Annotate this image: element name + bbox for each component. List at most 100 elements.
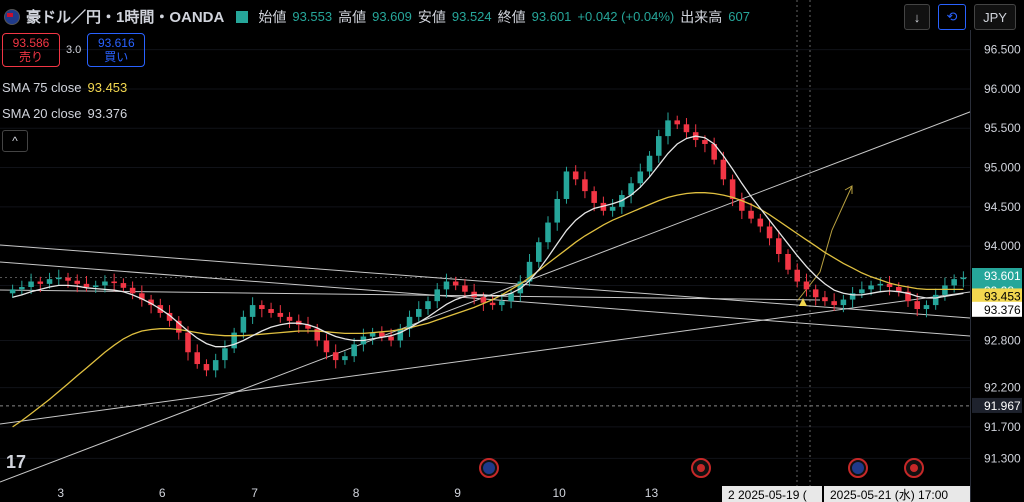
- candle-body: [194, 352, 200, 365]
- candle-body: [942, 285, 948, 295]
- candle-body: [757, 218, 764, 227]
- date-label-right: 2025-05-21 (水) 17:00: [830, 488, 948, 502]
- candle-body: [896, 287, 902, 292]
- candle-body: [176, 320, 182, 333]
- y-tick-label: 94.000: [984, 239, 1021, 253]
- sma75-legend[interactable]: SMA 75 close 93.453: [2, 80, 127, 95]
- sma75-badge-text: 93.453: [984, 289, 1021, 303]
- candle-body: [416, 309, 422, 317]
- candle-body: [628, 183, 634, 196]
- candle-body: [212, 360, 219, 371]
- high-value: 93.609: [372, 9, 412, 24]
- candle-body: [28, 281, 34, 288]
- sma20-value: 93.376: [87, 106, 128, 121]
- candle-body: [960, 277, 967, 280]
- candle-body: [259, 305, 265, 310]
- currency-button[interactable]: JPY: [974, 4, 1016, 30]
- candle-body: [369, 332, 376, 337]
- date-label-left: 2 2025-05-19 (: [728, 488, 807, 502]
- candle-body: [776, 238, 782, 254]
- sma75-label: SMA 75 close: [2, 80, 82, 95]
- candle-body: [434, 289, 440, 302]
- candle-body: [702, 140, 708, 144]
- candle-body: [268, 309, 274, 313]
- market-status-icon: [236, 10, 249, 23]
- y-tick-label: 92.800: [984, 333, 1021, 347]
- candle-body: [231, 332, 237, 349]
- collapse-legend-button[interactable]: ^: [2, 130, 28, 152]
- arrow-down-icon[interactable]: ↓: [904, 4, 930, 30]
- close-label: 終値: [497, 8, 526, 25]
- trend-line: [0, 244, 971, 319]
- candle-body: [831, 301, 837, 306]
- refresh-icon[interactable]: ⟲: [938, 4, 966, 30]
- candle-body: [185, 332, 191, 353]
- candle-body: [563, 171, 570, 199]
- trend-line: [0, 291, 971, 425]
- x-tick-label: 6: [159, 486, 166, 500]
- candle-body: [120, 283, 127, 288]
- candle-body: [56, 277, 62, 280]
- candle-body: [932, 294, 939, 306]
- candle-body: [812, 289, 819, 298]
- sell-button[interactable]: 93.586 売り: [2, 33, 60, 67]
- x-tick-label: 9: [454, 486, 461, 500]
- candle-body: [166, 312, 173, 321]
- event-marker-core: [697, 464, 705, 472]
- x-tick-label: 10: [552, 486, 566, 500]
- sma75-value: 93.453: [87, 80, 128, 95]
- candle-body: [203, 364, 210, 371]
- change-value: +0.042 (+0.04%): [577, 9, 675, 24]
- candle-body: [480, 297, 487, 303]
- aud-jpy-flag-icon: [4, 8, 20, 25]
- y-axis: 96.50096.00095.50095.00094.50094.00093.5…: [970, 0, 1024, 502]
- candle-body: [914, 301, 920, 310]
- candle-body: [739, 198, 745, 211]
- sma75-badge-box: [972, 288, 1022, 304]
- candle-body: [443, 281, 450, 290]
- candle-body: [646, 155, 653, 172]
- buy-price: 93.616: [97, 36, 135, 50]
- candle-body: [323, 340, 330, 353]
- candle-body: [951, 279, 957, 286]
- candle-body: [905, 291, 911, 302]
- candle-body: [240, 316, 247, 333]
- candle-body: [148, 299, 154, 306]
- trade-panel: 93.586 売り 3.0 93.616 買い: [2, 33, 146, 67]
- candle-body: [637, 171, 644, 184]
- candle-body: [19, 287, 25, 290]
- trend-line: [0, 289, 821, 301]
- buy-label: 買い: [104, 50, 129, 64]
- sma20-legend[interactable]: SMA 20 close 93.376: [2, 106, 127, 121]
- candle-body: [46, 279, 53, 284]
- buy-button[interactable]: 93.616 買い: [87, 33, 146, 67]
- candle-body: [711, 143, 717, 160]
- candle-body: [139, 293, 145, 300]
- low-label: 安値: [417, 8, 446, 25]
- candle-body: [83, 283, 90, 288]
- price-badge-text: 93.601: [984, 269, 1021, 283]
- candle-body: [37, 281, 44, 284]
- x-axis: 3678910131415162 2025-05-19 (2025-05-21 …: [57, 486, 970, 502]
- x-tick-label: 3: [57, 486, 64, 500]
- currency-label: JPY: [983, 9, 1007, 25]
- sma75-line: [12, 192, 964, 428]
- x-tick-label: 8: [353, 486, 360, 500]
- candle-body: [859, 289, 865, 294]
- sell-price: 93.586: [12, 36, 50, 50]
- candle-body: [74, 280, 80, 284]
- symbol-title[interactable]: 豪ドル／円・1時間・OANDA: [26, 9, 225, 26]
- candle-body: [406, 316, 413, 329]
- candle-body: [785, 254, 791, 270]
- candle-body: [877, 283, 884, 286]
- y-tick-label: 96.000: [984, 82, 1021, 96]
- close-value: 93.601: [531, 9, 572, 24]
- y-tick-label: 95.500: [984, 121, 1021, 135]
- y-tick-label: 94.500: [984, 200, 1021, 214]
- candle-body: [249, 305, 256, 317]
- event-markers: [479, 458, 924, 478]
- candle-body: [886, 283, 893, 288]
- candle-body: [222, 348, 228, 361]
- y-tick-label: 95.000: [984, 161, 1021, 175]
